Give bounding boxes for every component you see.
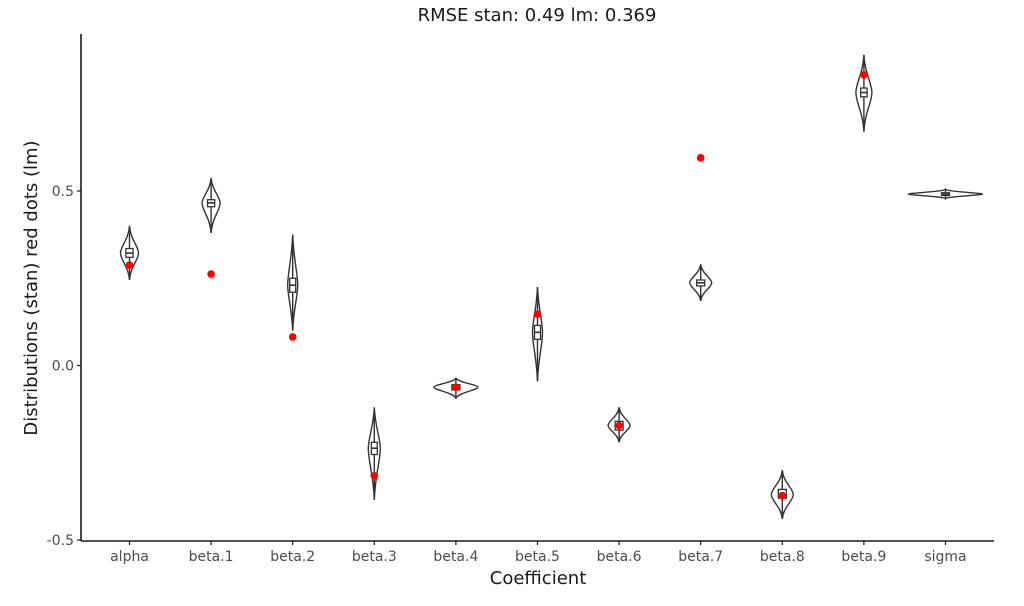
violin-beta.1 [201,178,221,233]
x-tick-label: beta.7 [678,549,723,565]
y-axis-title: Distributions (stan) red dots (lm) [21,140,42,435]
x-axis: alpha beta.1 beta.2 beta.3 beta.4 beta.5 beta.… [81,540,994,565]
lm-dot-beta.7 [696,154,705,162]
violin-beta.9 [855,54,873,132]
y-tick-label: -0.5 [47,533,74,549]
x-tick-label: beta.4 [433,549,478,565]
lm-dot-beta.9 [860,70,868,79]
lm-dot-beta.8 [778,491,787,500]
lm-dot-beta.3 [370,471,379,480]
lm-dot-alpha [125,261,134,269]
lm-dot-beta.6 [615,421,623,430]
lm-dot-beta.1 [207,270,215,278]
plot-area [119,54,984,520]
x-tick-label: beta.8 [760,549,805,565]
lm-dot-beta.2 [288,333,297,341]
lm-dot-beta.4 [452,383,460,391]
x-tick-label: beta.5 [515,549,560,565]
x-tick-label: beta.6 [597,549,642,565]
x-tick-label: beta.2 [270,549,315,565]
x-tick-label: sigma [924,549,966,565]
violin-alpha [119,225,140,281]
y-tick-label: 0.0 [52,359,74,375]
violin-beta.3 [367,407,382,500]
violin-beta.2 [286,234,299,331]
x-axis-title: Coefficient [490,568,587,589]
chart-title: RMSE stan: 0.49 lm: 0.369 [418,5,657,26]
x-tick-label: beta.1 [189,549,234,565]
violin-beta.5 [531,286,544,382]
y-axis: -0.5 0.0 0.5 [47,34,82,549]
violin-sigma [907,187,984,201]
lm-dot-beta.5 [533,310,542,318]
violin-beta.7 [688,264,713,302]
x-tick-label: beta.9 [841,549,886,565]
y-tick-label: 0.5 [52,184,74,200]
x-tick-label: beta.3 [352,549,397,565]
x-tick-label: alpha [110,549,149,565]
